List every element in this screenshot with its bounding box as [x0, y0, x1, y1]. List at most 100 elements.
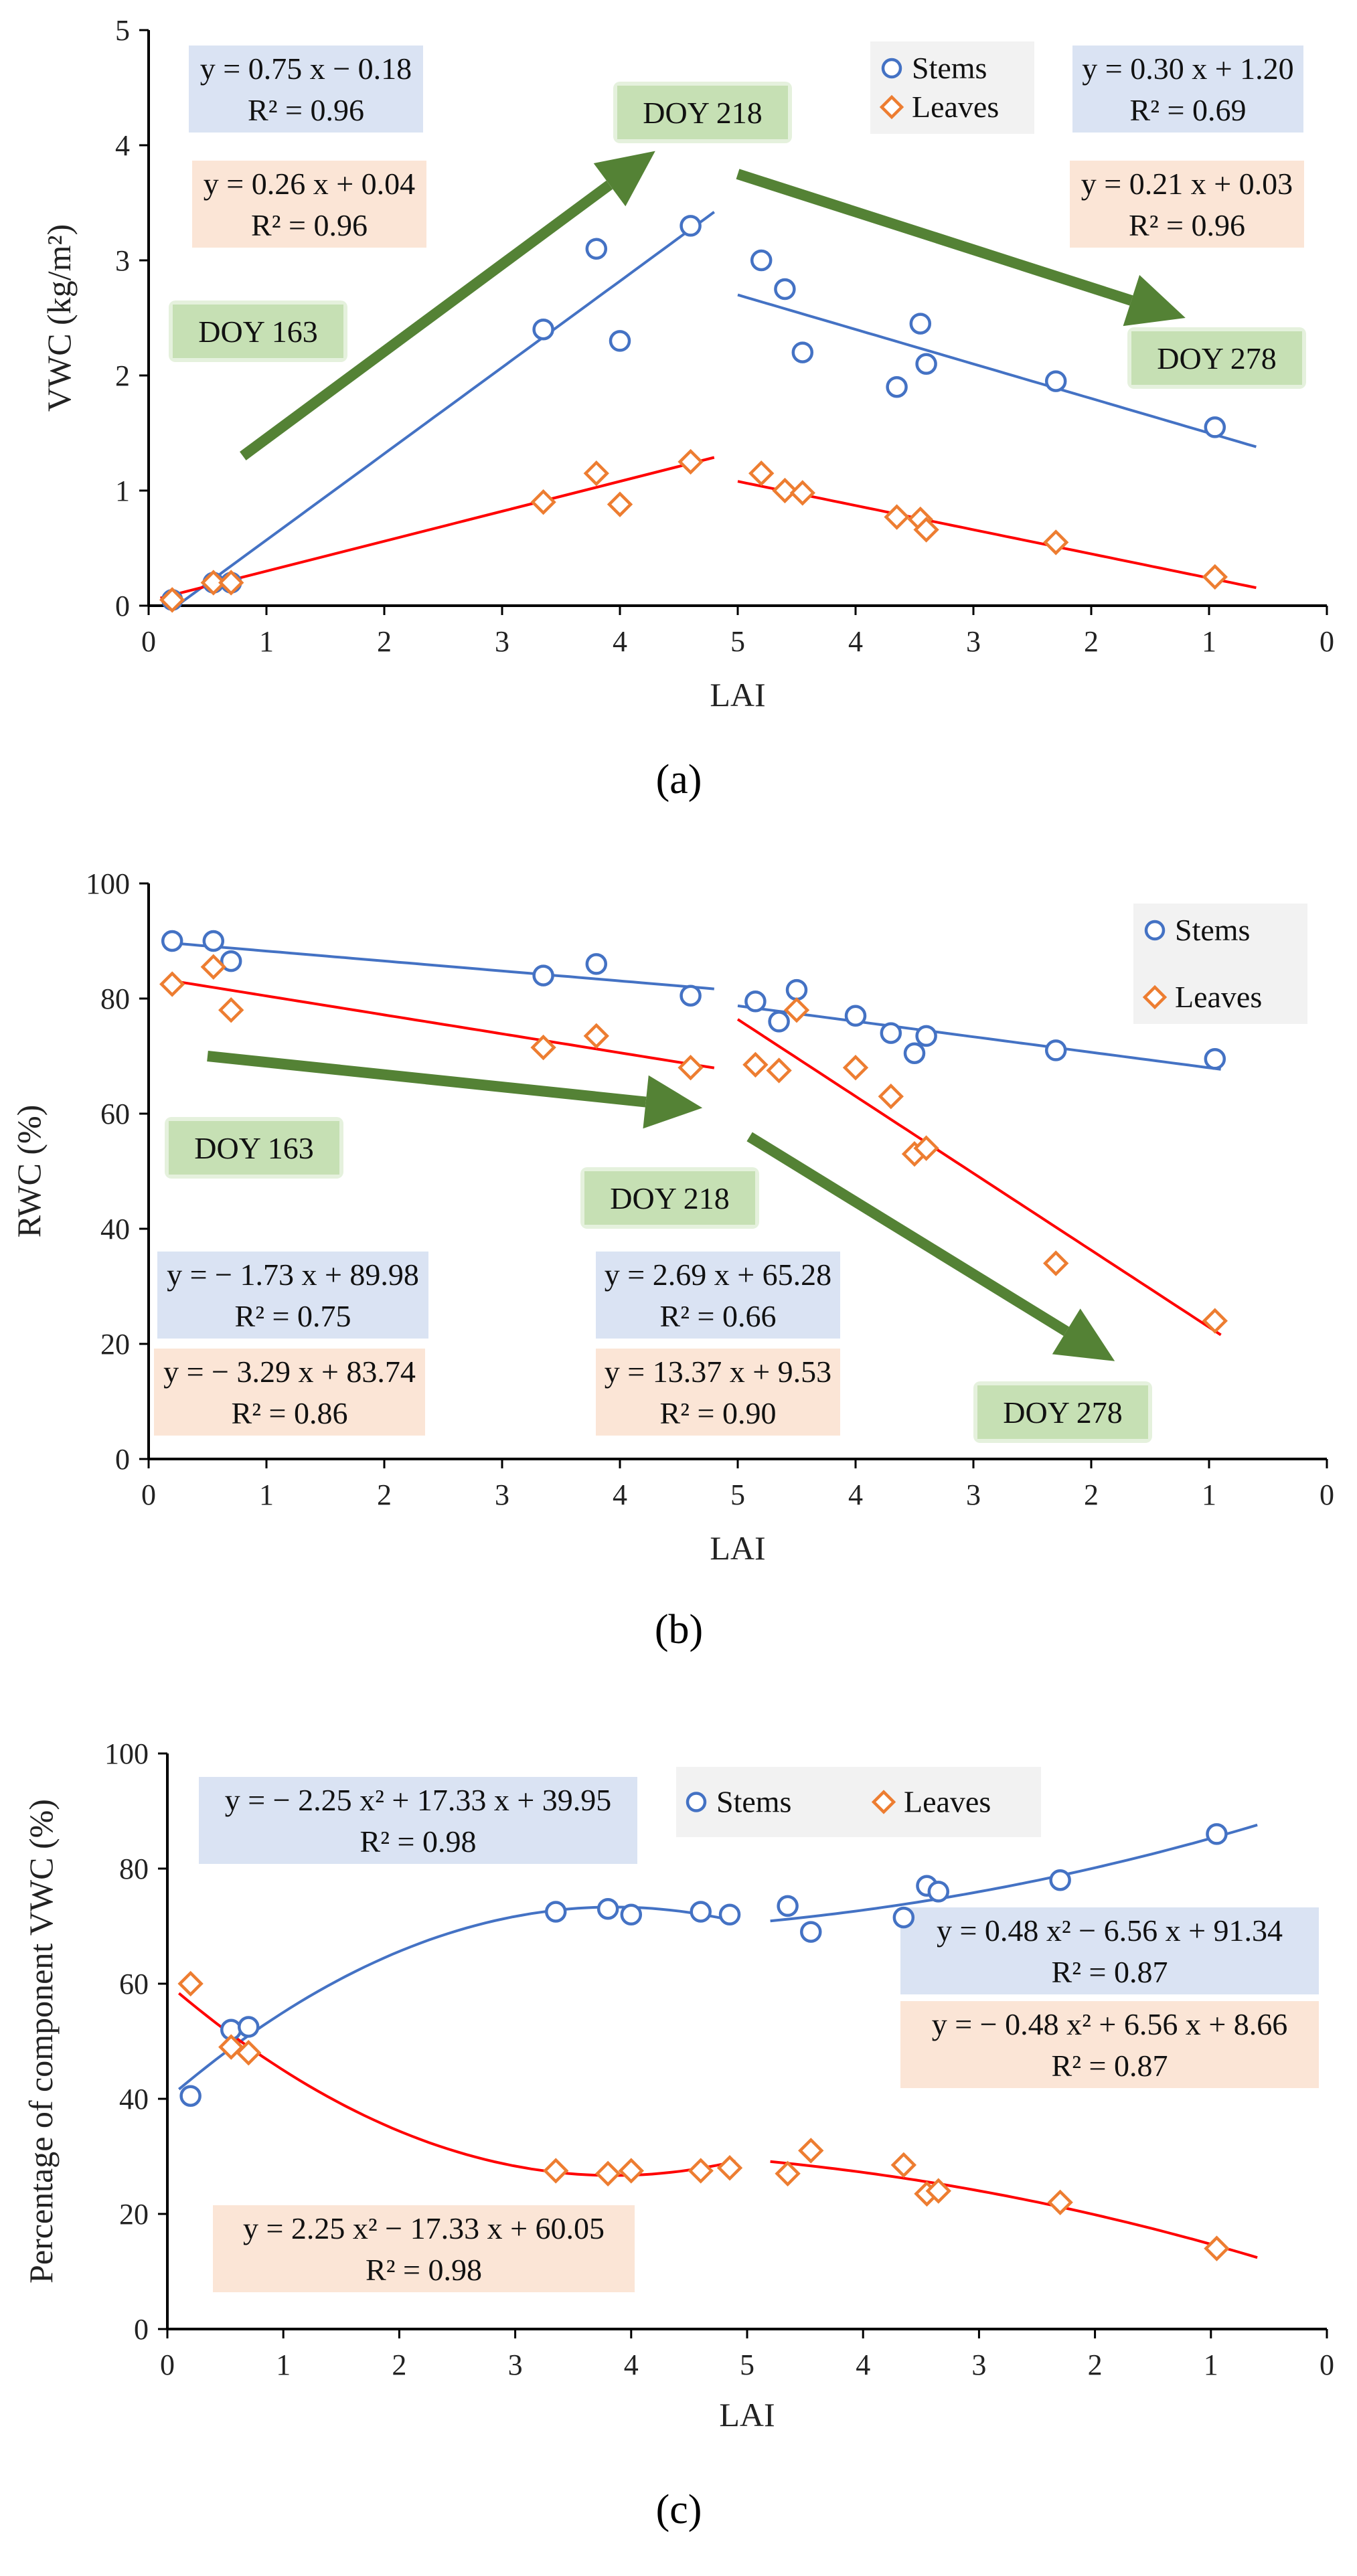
legend-marker-leaves — [871, 1790, 896, 1814]
annotation-eq4: y = − 0.48 x² + 6.56 x + 8.66 R² = 0.87 — [900, 2001, 1319, 2088]
fit-line-stems-falling — [770, 1823, 1258, 1923]
legend: Stems Leaves — [870, 41, 1034, 134]
fit-line-stems-rising — [172, 942, 714, 991]
data-point-stems — [880, 1022, 902, 1044]
data-point-leaves — [218, 997, 244, 1023]
data-point-leaves — [925, 2178, 951, 2204]
data-point-stems — [927, 1881, 950, 1903]
x-tick-label: 0 — [141, 625, 156, 658]
data-point-stems — [532, 318, 554, 341]
annotation-doy1: DOY 163 — [165, 1117, 343, 1179]
annotation-box — [157, 1252, 428, 1339]
x-tick-label: 4 — [856, 2348, 870, 2381]
r-squared-text: R² = 0.66 — [660, 1299, 777, 1333]
data-point-leaves — [218, 570, 244, 596]
data-point-leaves — [1202, 1308, 1228, 1334]
legend-label-leaves: Leaves — [912, 90, 999, 124]
legend-label-stems: Stems — [912, 51, 987, 85]
x-tick-label: 1 — [1204, 2348, 1218, 2381]
data-point-stems — [800, 1921, 822, 1943]
data-point-stems — [620, 1903, 643, 1926]
equation-text: y = − 3.29 x + 83.74 — [163, 1355, 416, 1389]
trend-arrow-head — [593, 151, 655, 207]
annotation-box — [173, 305, 343, 358]
data-point-stems — [532, 964, 554, 986]
data-point-stems — [718, 1903, 741, 1926]
data-point-stems — [777, 1895, 799, 1917]
x-tick-label: 1 — [259, 625, 274, 658]
annotation-eq4: y = 13.37 x + 9.53 R² = 0.90 — [596, 1349, 840, 1436]
data-point-stems — [690, 1901, 712, 1923]
r-squared-text: R² = 0.98 — [360, 1824, 477, 1859]
data-point-leaves — [583, 460, 609, 487]
legend-label-stems: Stems — [1175, 913, 1250, 947]
data-point-stems — [220, 950, 242, 972]
x-tick-label: 2 — [1088, 2348, 1103, 2381]
annotation-box — [1070, 161, 1304, 248]
annotation-eq3: y = 0.30 x + 1.20 R² = 0.69 — [1072, 46, 1303, 133]
doy-label: DOY 278 — [1157, 341, 1276, 375]
x-tick-label: 4 — [624, 2348, 639, 2381]
chart-panel-3: y = − 2.25 x² + 17.33 x + 39.95 R² = 0.98… — [22, 1737, 1334, 2532]
data-point-stems — [544, 1901, 567, 1923]
data-point-leaves — [842, 1055, 869, 1081]
legend-label-leaves: Leaves — [1175, 980, 1262, 1014]
trend-arrow-shaft — [736, 169, 1133, 306]
data-point-stems — [774, 278, 796, 300]
data-point-leaves — [890, 2152, 917, 2178]
annotation-eq2: y = 2.25 x² − 17.33 x + 60.05 R² = 0.98 — [213, 2205, 635, 2292]
trend-arrow-head — [1123, 274, 1186, 327]
y-tick-label: 40 — [100, 1213, 130, 1246]
data-point-leaves — [200, 954, 226, 980]
annotation-box — [617, 86, 788, 139]
y-tick-label: 60 — [100, 1098, 130, 1130]
data-point-leaves — [913, 517, 939, 543]
y-tick-label: 5 — [115, 14, 130, 47]
legend: Stems Leaves — [676, 1767, 1041, 1837]
r-squared-text: R² = 0.86 — [232, 1396, 348, 1430]
data-point-stems — [237, 2016, 260, 2038]
fit-line-stems-falling — [737, 293, 1257, 448]
fit-line-leaves-rising — [160, 456, 715, 600]
legend-marker-stems — [686, 1792, 707, 1812]
equation-text: y = − 1.73 x + 89.98 — [167, 1258, 419, 1292]
x-tick-label: 0 — [160, 2348, 175, 2381]
data-point-leaves — [159, 971, 185, 997]
data-point-stems — [680, 984, 702, 1007]
data-point-leaves — [530, 489, 556, 515]
annotation-box — [584, 1171, 755, 1225]
data-point-leaves — [677, 448, 704, 475]
data-point-leaves — [159, 587, 185, 613]
doy-label: DOY 163 — [198, 315, 317, 349]
x-tick-label: 1 — [1202, 625, 1216, 658]
data-point-leaves — [236, 2040, 262, 2066]
equation-text: y = − 0.48 x² + 6.56 x + 8.66 — [932, 2007, 1288, 2041]
x-tick-label: 3 — [971, 2348, 986, 2381]
x-tick-label: 4 — [848, 1478, 863, 1511]
equation-text: y = 0.48 x² − 6.56 x + 91.34 — [937, 1913, 1283, 1948]
fit-line-leaves-falling — [770, 2160, 1258, 2259]
data-point-leaves — [742, 1051, 769, 1078]
annotation-box — [596, 1252, 840, 1339]
data-point-leaves — [583, 1023, 609, 1049]
data-point-leaves — [594, 2160, 621, 2186]
trend-arrow-head — [643, 1075, 703, 1129]
annotation-box — [1131, 331, 1302, 385]
x-tick-label: 4 — [613, 625, 627, 658]
x-tick-label: 0 — [141, 1478, 156, 1511]
data-point-stems — [161, 930, 183, 952]
legend-marker-leaves — [1142, 984, 1168, 1010]
fit-line-leaves-falling — [737, 480, 1257, 590]
x-axis-title: LAI — [710, 676, 765, 713]
doy-label: DOY 278 — [1003, 1395, 1122, 1430]
annotation-eq2: y = − 3.29 x + 83.74 R² = 0.86 — [154, 1349, 425, 1436]
r-squared-text: R² = 0.96 — [1129, 208, 1245, 242]
fit-line-stems-rising — [178, 1905, 736, 2091]
data-point-leaves — [543, 2158, 569, 2184]
chart-panel-2: y = − 1.73 x + 89.98 R² = 0.75 y = − 3.29 … — [10, 867, 1334, 1652]
data-point-leaves — [1043, 1250, 1069, 1276]
data-point-stems — [909, 313, 932, 335]
fit-line-leaves-rising — [178, 1992, 736, 2177]
x-tick-label: 2 — [1084, 625, 1099, 658]
